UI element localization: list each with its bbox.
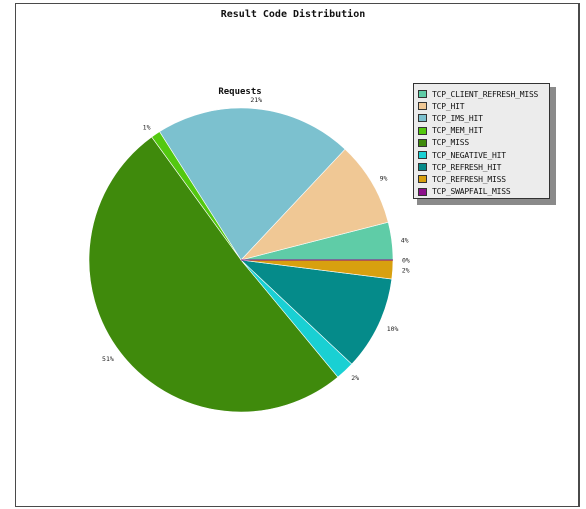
legend-label: TCP_IMS_HIT	[432, 113, 483, 123]
pie-slice-tcp-refresh-hit	[240, 259, 393, 365]
legend-item-tcp-hit: TCP_HIT	[418, 100, 545, 112]
legend-item-tcp-ims-hit: TCP_IMS_HIT	[418, 112, 545, 124]
legend-item-tcp-swapfail-miss: TCP_SWAPFAIL_MISS	[418, 186, 545, 198]
pie-label-tcp-negative-hit: 2%	[351, 374, 359, 382]
pie-label-tcp-swapfail-miss: 0%	[402, 257, 410, 265]
legend-swatch	[418, 126, 427, 135]
pie-label-tcp-ims-hit: 21%	[250, 96, 262, 104]
legend-item-tcp-mem-hit: TCP_MEM_HIT	[418, 125, 545, 137]
legend-item-tcp-client-refresh-miss: TCP_CLIENT_REFRESH_MISS	[418, 88, 545, 100]
legend-label: TCP_NEGATIVE_HIT	[432, 150, 506, 160]
pie-label-tcp-refresh-miss: 2%	[402, 267, 410, 275]
legend-item-tcp-miss: TCP_MISS	[418, 137, 545, 149]
legend-label: TCP_MEM_HIT	[432, 126, 483, 136]
legend-label: TCP_HIT	[432, 101, 465, 111]
legend-swatch	[418, 175, 427, 184]
chart-title: Result Code Distribution	[220, 9, 366, 20]
legend-swatch	[418, 90, 427, 99]
pie-label-tcp-client-refresh-miss: 4%	[401, 236, 409, 244]
pie-slices	[88, 107, 394, 413]
legend: TCP_CLIENT_REFRESH_MISS TCP_HIT TCP_IMS_HI…	[413, 83, 550, 199]
legend-swatch	[418, 151, 427, 160]
pie-slice-tcp-hit	[240, 148, 389, 261]
pie-slice-tcp-miss	[88, 136, 339, 413]
legend-swatch	[418, 114, 427, 123]
legend-item-tcp-negative-hit: TCP_NEGATIVE_HIT	[418, 149, 545, 161]
legend-label: TCP_CLIENT_REFRESH_MISS	[432, 89, 539, 99]
legend-item-tcp-refresh-hit: TCP_REFRESH_HIT	[418, 161, 545, 173]
legend-label: TCP_REFRESH_MISS	[432, 174, 506, 184]
pie-labels: 4% 9% 21% 1% 51% 2% 10% 2% 0%	[102, 96, 410, 382]
legend-swatch	[418, 163, 427, 172]
legend-label: TCP_SWAPFAIL_MISS	[432, 187, 511, 197]
legend-label: TCP_REFRESH_HIT	[432, 162, 502, 172]
legend-swatch	[418, 138, 427, 147]
pie-label-tcp-hit: 9%	[380, 175, 388, 183]
pie-slice-tcp-ims-hit	[159, 107, 346, 261]
pie-label-tcp-miss: 51%	[102, 355, 114, 363]
legend-item-tcp-refresh-miss: TCP_REFRESH_MISS	[418, 173, 545, 185]
pie-title: Requests	[218, 87, 262, 97]
legend-label: TCP_MISS	[432, 138, 469, 148]
legend-swatch	[418, 187, 427, 196]
pie-label-tcp-refresh-hit: 10%	[387, 325, 399, 333]
pie-label-tcp-mem-hit: 1%	[143, 123, 151, 131]
legend-swatch	[418, 102, 427, 111]
